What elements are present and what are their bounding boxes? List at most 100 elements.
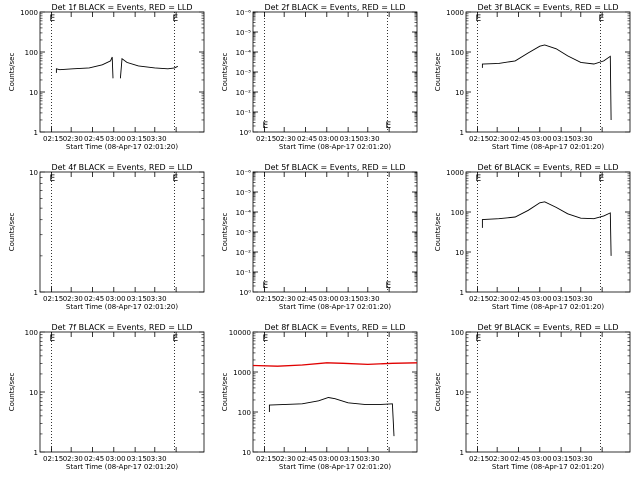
x-tick-label: 03:00: [105, 135, 125, 143]
event-marker-E: E: [598, 174, 604, 184]
x-tick-label: 03:15: [127, 295, 147, 303]
y-tick-label: 10: [29, 169, 38, 177]
y-axis-label: Counts/sec: [221, 373, 229, 412]
x-tick-label: 03:00: [531, 135, 551, 143]
data-series-1: [55, 56, 178, 79]
x-tick-label: 03:30: [572, 455, 592, 463]
y-axis-label: Counts/sec: [221, 53, 229, 92]
y-tick-label: 10: [29, 89, 38, 97]
x-tick-label: 03:30: [146, 295, 166, 303]
event-marker-E: E: [385, 121, 391, 131]
y-tick-label: 10⁻²: [236, 249, 252, 257]
x-axis-label: Start Time (08-Apr-17 02:01:20): [66, 463, 178, 471]
x-tick-label: 03:15: [553, 135, 573, 143]
x-tick-label: 02:15: [469, 135, 489, 143]
chart-title: Det 4f BLACK = Events, RED = LLD: [51, 163, 192, 172]
x-tick-label: 03:30: [572, 135, 592, 143]
x-tick-label: 02:30: [63, 135, 83, 143]
x-tick-label: 02:45: [84, 295, 104, 303]
x-tick-label: 02:30: [276, 455, 296, 463]
chart-panel-3: Det 3f BLACK = Events, RED = LLD 1 10 100 10…: [434, 3, 631, 151]
event-marker-E: E: [475, 334, 481, 344]
y-tick-label: 10: [455, 249, 464, 257]
x-tick-label: 03:15: [340, 135, 360, 143]
y-axis-label: Counts/sec: [8, 53, 16, 92]
event-marker-E: E: [262, 334, 268, 344]
x-tick-label: 02:15: [43, 295, 63, 303]
chart-title: Det 7f BLACK = Events, RED = LLD: [51, 323, 192, 332]
x-tick-label: 02:30: [276, 295, 296, 303]
y-tick-label: 10⁻¹: [236, 269, 252, 277]
x-axis-label: Start Time (08-Apr-17 02:01:20): [279, 303, 391, 311]
x-tick-label: 03:15: [127, 135, 147, 143]
y-tick-label: 10⁻³: [236, 69, 252, 77]
y-tick-label: 10⁰: [239, 289, 251, 297]
y-tick-label: 10⁰: [239, 129, 251, 137]
x-tick-label: 02:15: [256, 455, 276, 463]
plot-frame: [465, 171, 631, 293]
x-tick-label: 02:15: [256, 295, 276, 303]
x-tick-label: 03:30: [359, 455, 379, 463]
plot-frame: [252, 171, 418, 293]
x-tick-label: 02:30: [63, 455, 83, 463]
y-tick-label: 1: [460, 449, 464, 457]
y-tick-label: 1: [460, 289, 464, 297]
x-tick-label: 02:15: [43, 135, 63, 143]
x-tick-label: 02:15: [256, 135, 276, 143]
chart-panel-7: Det 7f BLACK = Events, RED = LLD 1 10 100 Co…: [8, 323, 205, 471]
x-tick-label: 03:00: [318, 295, 338, 303]
y-tick-label: 10⁻¹: [236, 109, 252, 117]
y-tick-label: 1: [34, 449, 38, 457]
y-axis-label: Counts/sec: [8, 373, 16, 412]
y-axis-label: Counts/sec: [221, 213, 229, 252]
event-marker-E: E: [475, 14, 481, 24]
y-tick-label: 100: [238, 409, 251, 417]
data-series-1: [252, 362, 418, 367]
y-tick-label: 10⁻⁴: [236, 49, 252, 57]
x-tick-label: 02:15: [43, 455, 63, 463]
x-tick-label: 03:00: [105, 455, 125, 463]
x-tick-label: 03:15: [553, 455, 573, 463]
x-tick-label: 03:30: [359, 135, 379, 143]
event-marker-E: E: [262, 281, 268, 291]
data-series-1: [481, 201, 612, 256]
chart-panel-6: Det 6f BLACK = Events, RED = LLD 1 10 100 10…: [434, 163, 631, 311]
plot-frame: [252, 331, 418, 453]
x-axis-label: Start Time (08-Apr-17 02:01:20): [66, 303, 178, 311]
x-axis-label: Start Time (08-Apr-17 02:01:20): [279, 143, 391, 151]
y-axis-label: Counts/sec: [8, 213, 16, 252]
y-tick-label: 1000: [446, 169, 464, 177]
x-tick-label: 02:45: [510, 295, 530, 303]
y-tick-label: 10: [29, 389, 38, 397]
y-axis-label: Counts/sec: [434, 53, 442, 92]
plot-frame: [39, 171, 205, 293]
y-tick-label: 10⁻⁵: [236, 189, 252, 197]
x-tick-label: 02:30: [63, 295, 83, 303]
x-tick-label: 03:15: [127, 455, 147, 463]
x-tick-label: 03:30: [146, 135, 166, 143]
event-marker-E: E: [262, 121, 268, 131]
y-tick-label: 10: [455, 389, 464, 397]
x-tick-label: 02:45: [510, 135, 530, 143]
x-tick-label: 02:30: [489, 455, 509, 463]
y-tick-label: 100: [451, 209, 464, 217]
x-tick-label: 03:00: [105, 295, 125, 303]
y-tick-label: 100: [451, 49, 464, 57]
chart-panel-4: Det 4f BLACK = Events, RED = LLD 1 10 Count…: [8, 163, 205, 311]
x-tick-label: 02:45: [297, 455, 317, 463]
y-tick-label: 1: [34, 129, 38, 137]
plot-frame: [465, 11, 631, 133]
x-tick-label: 02:45: [297, 295, 317, 303]
y-tick-label: 100: [451, 329, 464, 337]
y-tick-label: 100: [25, 329, 38, 337]
chart-title: Det 8f BLACK = Events, RED = LLD: [264, 323, 405, 332]
x-tick-label: 02:15: [469, 455, 489, 463]
x-tick-label: 03:00: [531, 455, 551, 463]
x-tick-label: 03:00: [318, 135, 338, 143]
event-marker-E: E: [385, 281, 391, 291]
plot-frame: [39, 11, 205, 133]
chart-panel-9: Det 9f BLACK = Events, RED = LLD 1 10 100 Co…: [434, 323, 631, 471]
plot-frame: [252, 11, 418, 133]
x-axis-label: Start Time (08-Apr-17 02:01:20): [492, 303, 604, 311]
